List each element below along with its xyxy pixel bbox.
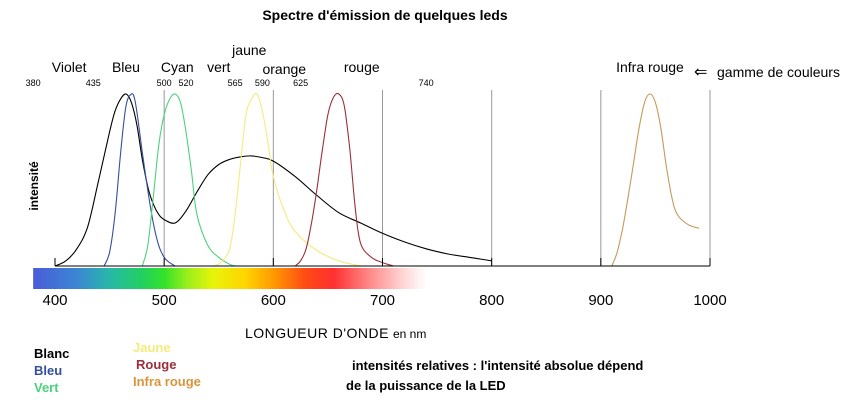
x-tick-label: 1000 xyxy=(693,292,726,309)
boundary-label: 500 xyxy=(157,78,172,88)
boundary-label: 565 xyxy=(228,78,243,88)
band-label: vert xyxy=(207,59,230,75)
notes: intensités relatives : l'intensité absol… xyxy=(346,358,643,393)
boundary-label: 520 xyxy=(178,78,193,88)
x-axis-unit: en nm xyxy=(393,327,426,341)
series-line xyxy=(103,93,176,267)
band-label: Violet xyxy=(52,59,87,75)
band-label: rouge xyxy=(344,59,380,75)
legend-entry: Vert xyxy=(34,380,59,395)
boundary-label: 625 xyxy=(293,78,308,88)
boundary-label: 590 xyxy=(255,78,270,88)
chart-title: Spectre d'émission de quelques leds xyxy=(262,7,508,23)
legend-entry: Infra rouge xyxy=(133,374,201,389)
band-label: orange xyxy=(262,61,306,77)
series-line xyxy=(611,93,700,267)
gridlines xyxy=(163,90,711,266)
x-tick-label: 400 xyxy=(42,292,67,309)
x-tick-label: 700 xyxy=(370,292,395,309)
x-tick-label: 600 xyxy=(261,292,286,309)
series-line xyxy=(294,92,394,267)
x-tick-label: 900 xyxy=(588,292,613,309)
band-label: jaune xyxy=(231,42,266,58)
series-line xyxy=(54,93,492,267)
band-label: Cyan xyxy=(161,59,194,75)
series-line xyxy=(141,93,236,267)
band-label: Infra rouge xyxy=(616,59,684,75)
note-line: intensités relatives : l'intensité absol… xyxy=(352,358,643,373)
boundary-label: 740 xyxy=(419,78,434,88)
spectrum-bar xyxy=(33,268,427,289)
x-axis-ticks: 400 500 600 700 800 900 1000 xyxy=(42,258,727,309)
legend-entry: Jaune xyxy=(133,340,171,355)
y-axis-label: intensité xyxy=(27,161,41,211)
legend-entry: Blanc xyxy=(34,346,69,361)
x-axis-label: LONGUEUR D'ONDE xyxy=(245,325,389,341)
legend-entry: Bleu xyxy=(34,363,62,378)
x-tick-label: 500 xyxy=(152,292,177,309)
boundary-label: 380 xyxy=(26,78,41,88)
band-label: Bleu xyxy=(112,59,140,75)
arrow-left-icon: ⇐ xyxy=(694,62,707,81)
boundary-labels: 380 435 500 520 565 590 625 740 xyxy=(26,78,434,88)
x-tick-label: 800 xyxy=(479,292,504,309)
note-line: de la puissance de la LED xyxy=(346,378,506,393)
boundary-label: 435 xyxy=(86,78,101,88)
curves xyxy=(54,92,700,267)
legend: Blanc Bleu Vert Jaune Rouge Infra rouge xyxy=(34,340,201,395)
legend-entry: Rouge xyxy=(136,357,176,372)
range-note: ⇐ gamme de couleurs xyxy=(694,62,840,81)
series-line xyxy=(213,92,361,267)
range-note-text: gamme de couleurs xyxy=(717,64,840,80)
